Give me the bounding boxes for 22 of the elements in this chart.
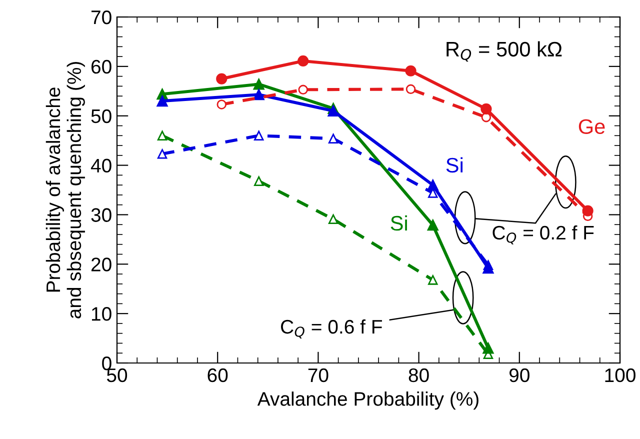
x-tick-label: 100 xyxy=(605,368,636,382)
x-tick-label: 80 xyxy=(408,368,429,382)
series-label: Si xyxy=(446,157,463,173)
annotation: R$_{Q}$ = 500 kΩ xyxy=(446,41,562,62)
y-axis-title: Probability of avalanche and sbsequent quenching (%) xyxy=(46,62,85,318)
y-tick-label: 60 xyxy=(92,60,112,74)
y-tick-label: 20 xyxy=(91,258,112,272)
annotation: C$_{Q}$ = 0.6 f F xyxy=(281,319,382,338)
x-axis-title: Avalanche Probability (%) xyxy=(257,392,478,410)
y-tick-label: 40 xyxy=(90,158,112,173)
text: Ge xyxy=(578,119,605,134)
y-tick-label: 50 xyxy=(91,109,112,124)
y-tick-label: 70 xyxy=(92,10,112,24)
series-label: Si xyxy=(390,215,407,231)
x-tick-label: 60 xyxy=(208,368,228,382)
x-tick-label: 50 xyxy=(106,368,128,382)
y-tick-label: 30 xyxy=(91,208,112,222)
x-tick-label: 90 xyxy=(510,368,530,382)
y-tick-label: 0 xyxy=(102,356,112,370)
x-tick-label: 70 xyxy=(308,368,328,382)
annotation: C$_{Q}$ = 0.2 f F xyxy=(492,225,594,244)
y-tick-label: 10 xyxy=(92,307,112,321)
